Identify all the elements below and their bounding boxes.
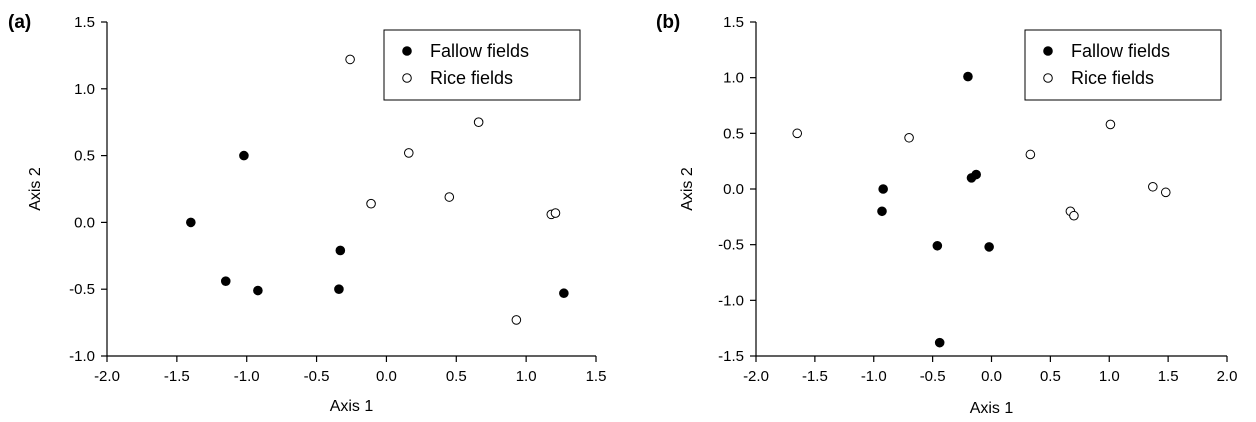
- x-tick-label: 0.0: [981, 368, 1002, 385]
- y-axis-title: Axis 2: [27, 167, 44, 211]
- legend-label: Fallow fields: [430, 41, 529, 61]
- y-tick-label: -0.5: [69, 281, 95, 298]
- rice-field-point: [1069, 210, 1079, 221]
- chart-panel-a: (a) -2.0 -1.5 -1.0 -0.5 0.0 0.5 1.0 1.5 -1.0 -0.5 0…: [8, 12, 606, 415]
- y-tick-label: 1.5: [74, 14, 95, 31]
- x-tick-label: -1.5: [164, 368, 190, 385]
- y-axis-title: Axis 2: [679, 167, 696, 211]
- panel-label-b: (b): [656, 12, 680, 33]
- rice-field-point: [792, 128, 803, 139]
- x-tick-label: -0.5: [304, 368, 330, 385]
- rice-field-point: [345, 54, 355, 65]
- x-tick-label: 1.5: [1158, 368, 1179, 385]
- x-tick-label: -2.0: [94, 368, 120, 385]
- y-tick-label: -1.0: [718, 292, 744, 309]
- x-tick-label: -1.0: [234, 368, 260, 385]
- fallow-field-point: [984, 242, 994, 252]
- rice-field-point: [904, 132, 914, 143]
- panel-label-a: (a): [8, 12, 31, 33]
- x-tick-label: -1.0: [861, 368, 887, 385]
- rice-field-point: [1105, 119, 1116, 130]
- x-tick-label: 1.0: [1099, 368, 1120, 385]
- rice-field-point: [1025, 149, 1036, 160]
- x-tick-label: 0.5: [446, 368, 467, 385]
- chart-panel-b: (b) -2.0 -1.5 -1.0 -0.5 0.0 0.5 1.0 1.5 2.0 -1.5 -1…: [656, 12, 1237, 417]
- fallow-field-point: [877, 206, 887, 217]
- fallow-field-point: [186, 217, 196, 228]
- fallow-field-point: [878, 184, 888, 194]
- legend-label: Rice fields: [430, 68, 513, 88]
- fallow-field-point: [220, 276, 231, 286]
- fallow-field-point: [971, 169, 981, 180]
- y-tick-label: 0.0: [723, 181, 744, 198]
- y-tick-label: 0.0: [74, 214, 95, 231]
- x-tick-label: -2.0: [743, 368, 769, 385]
- legend-marker-fallow: [402, 46, 412, 56]
- fallow-field-point: [934, 337, 945, 348]
- rice-field-point: [1148, 181, 1158, 192]
- rice-field-point: [473, 117, 484, 127]
- y-tick-label: 0.5: [723, 125, 744, 142]
- fallow-field-point: [932, 240, 943, 251]
- x-axis-title: Axis 1: [330, 398, 374, 415]
- fallow-field-point: [239, 150, 249, 161]
- legend-marker-rice: [402, 73, 412, 83]
- y-tick-label: 1.5: [723, 14, 744, 31]
- x-tick-label: 2.0: [1217, 368, 1238, 385]
- x-tick-label: 0.0: [376, 368, 397, 385]
- rice-field-point: [403, 148, 414, 158]
- x-tick-label: 1.5: [586, 368, 607, 385]
- x-tick-label: 1.0: [516, 368, 537, 385]
- legend-box: [383, 29, 581, 101]
- rice-field-point: [511, 315, 522, 325]
- fallow-field-point: [559, 288, 569, 299]
- legend-marker-fallow: [1043, 46, 1053, 56]
- fallow-field-point: [963, 71, 973, 82]
- fallow-field-point: [335, 245, 346, 256]
- y-tick-label: -1.5: [718, 348, 744, 365]
- rice-field-point: [1160, 187, 1171, 198]
- y-tick-label: 0.5: [74, 148, 95, 165]
- legend-box: [1024, 29, 1222, 101]
- fallow-field-point: [334, 284, 344, 295]
- legend-marker-rice: [1043, 73, 1053, 83]
- y-tick-label: 1.0: [74, 81, 95, 98]
- legend-label: Fallow fields: [1071, 41, 1170, 61]
- x-tick-label: -1.5: [802, 368, 828, 385]
- rice-field-point: [550, 208, 561, 218]
- x-tick-label: 0.5: [1040, 368, 1061, 385]
- rice-field-point: [444, 192, 455, 202]
- y-tick-label: -1.0: [69, 348, 95, 365]
- legend: Fallow fields Rice fields: [1024, 29, 1222, 101]
- y-tick-label: 1.0: [723, 70, 744, 87]
- x-tick-label: -0.5: [920, 368, 946, 385]
- legend-label: Rice fields: [1071, 68, 1154, 88]
- rice-field-point: [366, 198, 376, 209]
- x-axis-title: Axis 1: [970, 400, 1014, 417]
- y-tick-label: -0.5: [718, 237, 744, 254]
- fallow-field-point: [253, 285, 263, 296]
- legend: Fallow fields Rice fields: [383, 29, 581, 101]
